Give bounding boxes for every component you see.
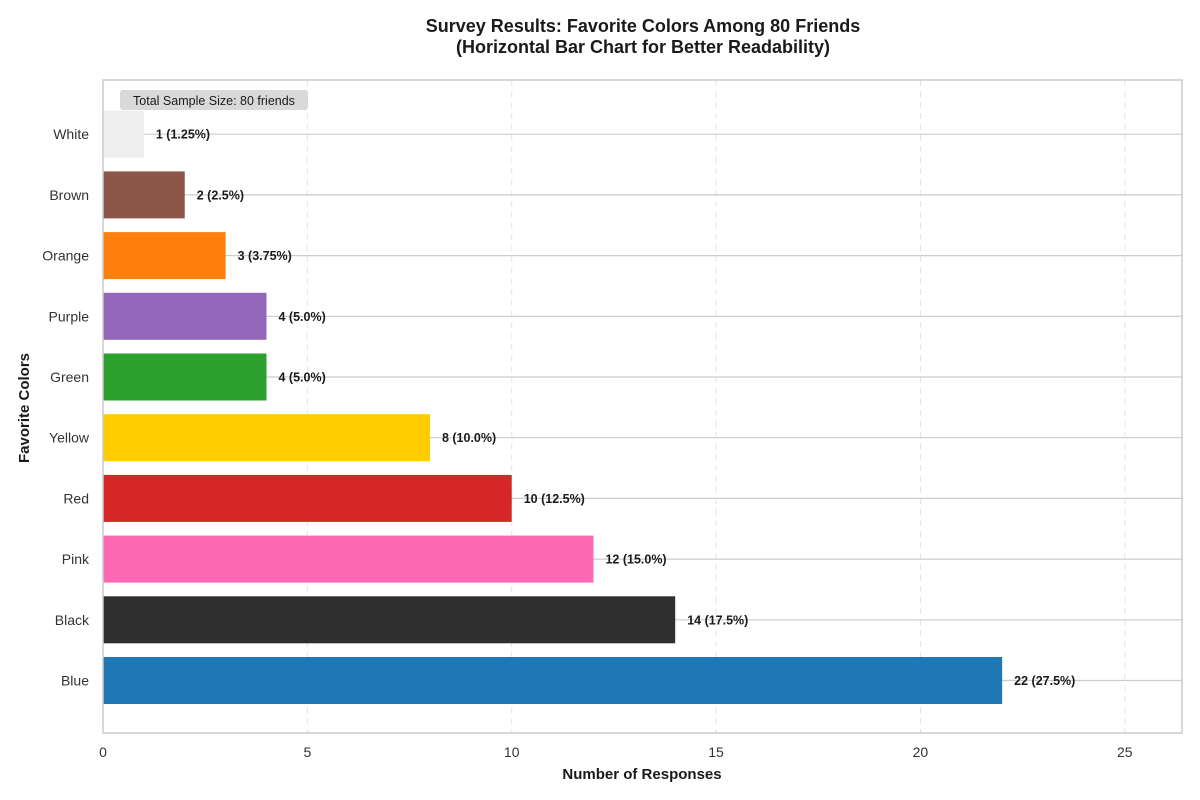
y-tick-label: Pink xyxy=(62,551,90,567)
bar-brown xyxy=(103,171,185,219)
y-axis-title: Favorite Colors xyxy=(16,353,33,463)
bar-value-label: 22 (27.5%) xyxy=(1014,674,1075,688)
x-tick-label: 25 xyxy=(1117,744,1133,760)
x-tick-labels: 0 5 10 15 20 25 xyxy=(99,744,1133,760)
bar-value-label: 12 (15.0%) xyxy=(605,553,666,567)
y-tick-label: Purple xyxy=(49,308,90,324)
y-tick-label: Blue xyxy=(61,673,89,689)
x-tick-label: 5 xyxy=(303,744,311,760)
chart-title-line-2: (Horizontal Bar Chart for Better Readabi… xyxy=(456,37,830,57)
sample-size-note-text: Total Sample Size: 80 friends xyxy=(133,94,295,108)
bar-yellow xyxy=(103,414,430,462)
chart-title-line-1: Survey Results: Favorite Colors Among 80… xyxy=(426,16,860,36)
y-tick-label: Yellow xyxy=(49,430,90,446)
bar-red xyxy=(103,474,512,522)
x-axis-title: Number of Responses xyxy=(562,766,721,783)
sample-size-note-box xyxy=(120,90,308,110)
bar-purple xyxy=(103,292,267,340)
bars xyxy=(103,110,1003,704)
plot-frame xyxy=(102,79,1183,734)
x-tick-label: 0 xyxy=(99,744,107,760)
bar-value-label: 4 (5.0%) xyxy=(278,310,325,324)
x-tick-label: 20 xyxy=(913,744,929,760)
bar-value-label: 8 (10.0%) xyxy=(442,431,496,445)
bar-value-label: 3 (3.75%) xyxy=(238,249,292,263)
bar-green xyxy=(103,353,267,401)
y-tick-label: Orange xyxy=(42,248,89,264)
bar-orange xyxy=(103,232,226,280)
bar-value-label: 4 (5.0%) xyxy=(278,371,325,385)
y-tick-label: Red xyxy=(63,490,89,506)
bar-value-labels: 22 (27.5%) 14 (17.5%) 12 (15.0%) 10 (12.5%)… xyxy=(156,128,1075,688)
bar-value-label: 1 (1.25%) xyxy=(156,128,210,142)
y-tick-labels: Blue Black Pink Red Yellow Green Purple Orange B… xyxy=(42,126,90,688)
y-tick-label: White xyxy=(53,126,89,142)
bar-white xyxy=(103,110,144,158)
bar-blue xyxy=(103,657,1003,704)
y-tick-label: Black xyxy=(55,612,90,628)
sample-size-note: Total Sample Size: 80 friends xyxy=(120,90,308,110)
bar-pink xyxy=(103,535,594,583)
y-tick-label: Green xyxy=(50,369,89,385)
bar-value-label: 14 (17.5%) xyxy=(687,613,748,627)
x-tick-label: 15 xyxy=(708,744,724,760)
bar-value-label: 2 (2.5%) xyxy=(197,188,244,202)
bar-value-label: 10 (12.5%) xyxy=(524,492,585,506)
x-tick-label: 10 xyxy=(504,744,520,760)
bar-black xyxy=(103,596,676,644)
y-tick-label: Brown xyxy=(49,187,89,203)
